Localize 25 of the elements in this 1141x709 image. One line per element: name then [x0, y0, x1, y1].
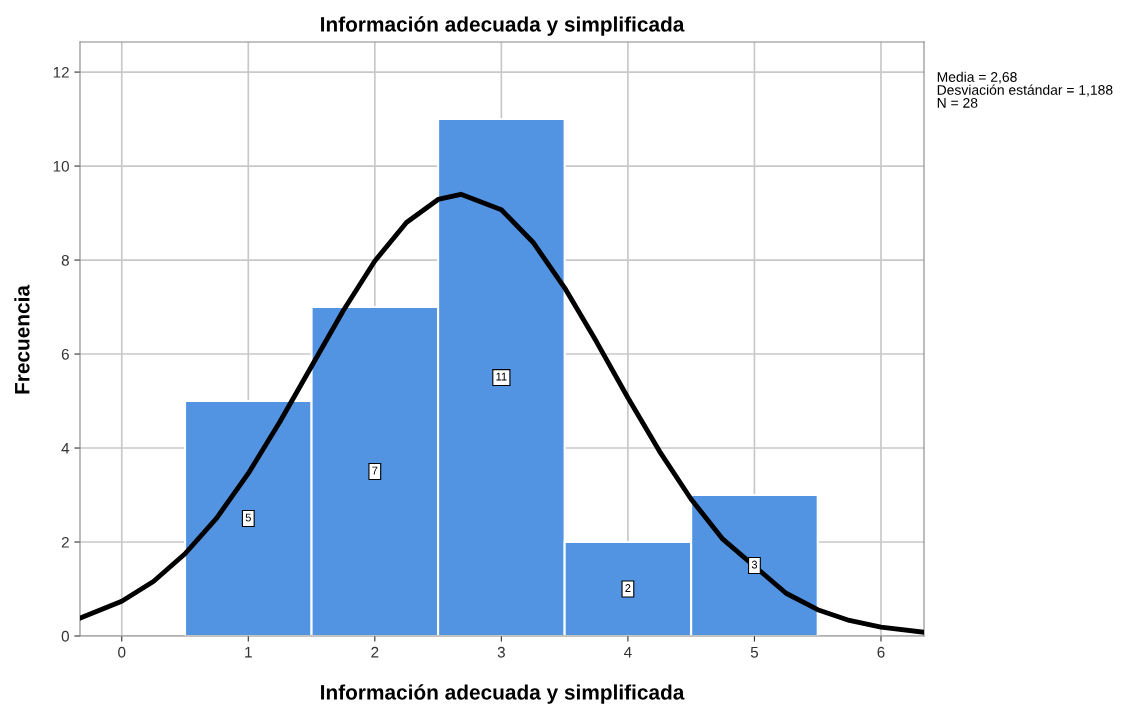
- text: Media = 2,68: [937, 71, 1017, 84]
- y-tick-label: 8: [61, 254, 69, 266]
- x-axis-title: Información adecuada y simplificada: [321, 684, 685, 704]
- x-tick-label: 4: [624, 646, 632, 658]
- data-label: 7: [372, 466, 378, 475]
- data-label: 11: [496, 372, 507, 381]
- y-tick-label: 2: [61, 536, 69, 548]
- chart-title: Información adecuada y simplificada: [321, 16, 685, 36]
- x-tick-label: 0: [118, 646, 126, 658]
- y-tick-label: 12: [53, 66, 69, 78]
- x-tick-label: 2: [371, 646, 379, 658]
- x-tick-label: 5: [750, 646, 759, 658]
- y-tick-label: 10: [53, 160, 69, 172]
- x-tick-label: 6: [877, 646, 885, 658]
- data-label: 5: [245, 513, 251, 522]
- data-label: 2: [625, 584, 631, 592]
- data-label: 3: [751, 560, 758, 569]
- x-tick-label: 1: [245, 646, 252, 658]
- text: Desviación estándar = 1,188: [937, 84, 1113, 97]
- y-tick-label: 0: [61, 630, 69, 642]
- text: N = 28: [937, 97, 978, 108]
- x-tick-label: 3: [497, 646, 505, 658]
- y-tick-label: 4: [61, 443, 70, 454]
- y-tick-label: 6: [61, 348, 69, 360]
- y-axis-title: Frecuencia: [14, 284, 30, 394]
